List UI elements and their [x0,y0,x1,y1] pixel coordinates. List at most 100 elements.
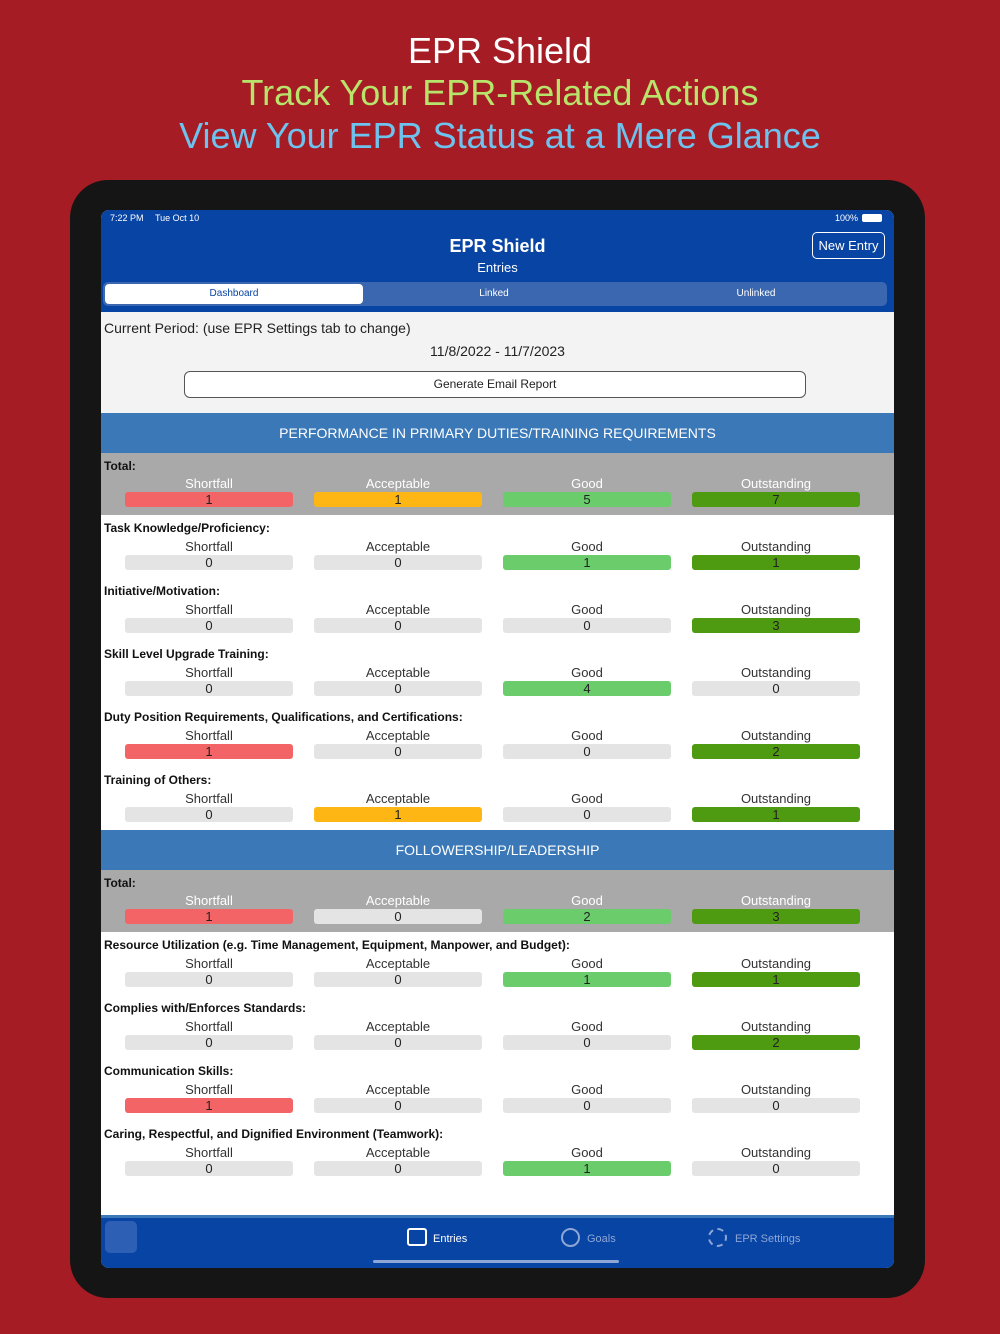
rating-cell: Acceptable 1 [314,476,482,507]
rating-name: Good [571,728,603,743]
row-label: Initiative/Motivation: [104,584,221,598]
tab-item[interactable]: EPR Settings [735,1233,801,1245]
rating-cell: Shortfall 0 [125,1019,293,1050]
row-label: Duty Position Requirements, Qualificatio… [104,710,463,724]
rating-count: 1 [314,807,482,822]
rating-count: 0 [314,681,482,696]
rating-cell: Shortfall 1 [125,476,293,507]
rating-name: Shortfall [185,1082,233,1097]
category-row: Resource Utilization (e.g. Time Manageme… [101,932,894,995]
rating-name: Outstanding [740,1145,812,1160]
rating-cell: Outstanding 3 [692,602,860,633]
rating-count: 0 [314,909,482,924]
tab-bar: Entries Goals EPR Settings [101,1215,894,1268]
rating-cell: Acceptable 0 [314,893,482,924]
rating-count: 1 [503,972,671,987]
nav-title: EPR Shield [449,236,546,256]
rating-count: 1 [692,972,860,987]
rating-name: Good [571,791,603,806]
screen: 7:22 PM Tue Oct 10 100% EPR Shield Entri… [101,210,894,1268]
battery-icon [862,214,882,222]
rating-name: Acceptable [365,1082,431,1097]
rating-count: 0 [503,618,671,633]
rating-name: Shortfall [185,539,233,554]
rating-cell: Outstanding 3 [692,893,860,924]
category-row: Task Knowledge/Proficiency: Shortfall 0 Acc… [101,515,894,578]
email-report-button[interactable]: Generate Email Report [184,371,806,398]
segment-tab[interactable]: Linked [479,288,509,299]
rating-name: Acceptable [365,602,431,617]
promo-line: Track Your EPR-Related Actions [241,72,759,113]
rating-name: Outstanding [740,728,812,743]
row-label: Task Knowledge/Proficiency: [104,521,270,535]
rating-count: 1 [503,555,671,570]
category-row: Duty Position Requirements, Qualificatio… [101,704,894,767]
rating-cell: Shortfall 0 [125,539,293,570]
rating-count: 0 [125,1035,293,1050]
rating-count: 0 [314,618,482,633]
rating-name: Acceptable [365,539,431,554]
entries-icon [407,1228,427,1246]
rating-count: 0 [503,744,671,759]
category-row: Training of Others: Shortfall 0 Acceptable 1… [101,767,894,830]
rating-name: Outstanding [740,893,812,908]
category-row: Initiative/Motivation: Shortfall 0 Acceptab… [101,578,894,641]
rating-name: Acceptable [365,665,431,680]
segmented-control: Dashboard Linked Unlinked [103,282,887,306]
status-battery: 100% [835,213,859,223]
rating-cell: Shortfall 1 [125,893,293,924]
rating-name: Shortfall [185,893,233,908]
rating-cell: Acceptable 0 [314,665,482,696]
rating-count: 0 [692,681,860,696]
rating-name: Outstanding [740,1019,812,1034]
rating-count: 0 [314,744,482,759]
new-entry-button[interactable]: New Entry [812,232,885,259]
nav-subtitle: Entries [477,260,518,275]
rating-name: Acceptable [365,791,431,806]
rating-name: Good [571,539,603,554]
rating-name: Acceptable [365,728,431,743]
rating-name: Good [571,665,603,680]
rating-name: Outstanding [740,956,812,971]
rating-count: 0 [503,1098,671,1113]
dashboard: Current Period: (use EPR Settings tab to… [101,312,894,1215]
rating-count: 1 [503,1161,671,1176]
rating-name: Good [571,602,603,617]
rating-cell: Good 1 [503,956,671,987]
rating-cell: Outstanding 1 [692,956,860,987]
rating-count: 0 [125,1161,293,1176]
rating-cell: Good 2 [503,893,671,924]
segment-tab[interactable]: Unlinked [736,288,776,299]
tab-item[interactable]: Goals [587,1233,616,1245]
rating-name: Outstanding [740,791,812,806]
rating-count: 0 [692,1098,860,1113]
total-row: Total: Shortfall 1 Acceptable 0 Good 2 Outstand… [101,870,894,932]
rating-cell: Shortfall 0 [125,602,293,633]
rating-cell: Shortfall 1 [125,728,293,759]
rating-name: Shortfall [185,665,233,680]
segment-tab[interactable]: Dashboard [105,284,363,304]
rating-cell: Good 0 [503,791,671,822]
rating-cell: Good 0 [503,1082,671,1113]
rating-name: Good [571,956,603,971]
rating-count: 1 [692,807,860,822]
rating-cell: Outstanding 0 [692,1145,860,1176]
rating-count: 0 [125,807,293,822]
rating-count: 2 [503,909,671,924]
rating-cell: Acceptable 0 [314,956,482,987]
tab-item[interactable]: Entries [433,1233,468,1245]
rating-name: Acceptable [365,476,431,491]
rating-cell: Good 1 [503,539,671,570]
rating-count: 1 [125,744,293,759]
rating-count: 1 [692,555,860,570]
rating-name: Good [571,476,603,491]
app-icon [105,1221,137,1253]
rating-count: 5 [503,492,671,507]
rating-count: 0 [503,807,671,822]
period-range: 11/8/2022 - 11/7/2023 [430,343,565,359]
rating-cell: Outstanding 2 [692,1019,860,1050]
rating-count: 1 [125,909,293,924]
rating-count: 0 [314,972,482,987]
rating-cell: Outstanding 7 [692,476,860,507]
